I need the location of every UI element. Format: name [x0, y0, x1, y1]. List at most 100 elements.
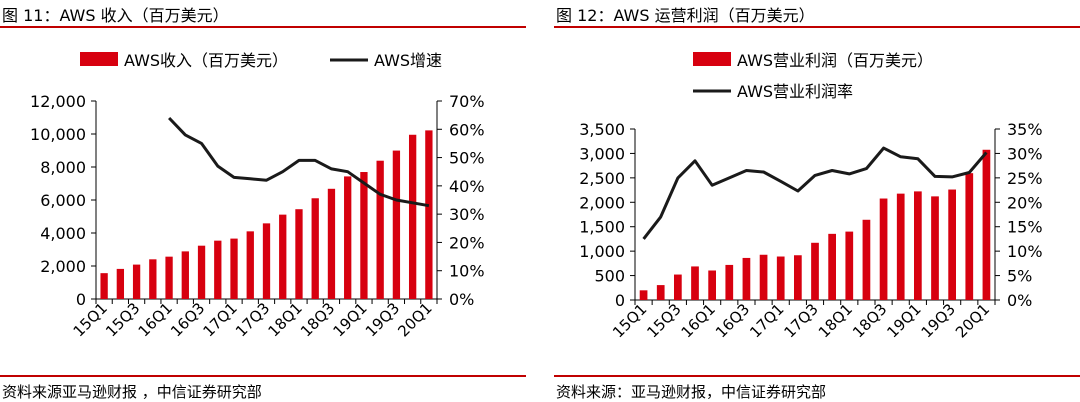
x-tick-label: 19Q3	[918, 300, 959, 341]
bar	[794, 255, 802, 300]
bar	[181, 251, 189, 299]
bar	[742, 257, 751, 300]
bar	[691, 266, 699, 300]
y-tick-label: 0	[615, 291, 625, 310]
legend-swatch-bar	[693, 52, 731, 66]
bar	[982, 149, 991, 300]
bar	[708, 270, 716, 300]
bar	[914, 191, 922, 300]
bar	[896, 193, 905, 300]
revenue-chart: 0 2,000 4,000 6,000 8,000 10,000 12,000 0% 10% 20…	[30, 51, 485, 340]
x-tick-label: 15Q3	[102, 299, 143, 340]
y2-tick-label: 30%	[449, 205, 485, 224]
source-rule	[0, 375, 526, 377]
x-tick-label: 17Q1	[746, 300, 787, 341]
figure-source: 资料来源亚马逊财报 ，中信证券研究部	[2, 383, 262, 401]
x-tick-label: 19Q3	[362, 299, 403, 340]
bar	[862, 219, 871, 300]
bar	[149, 259, 157, 299]
y-tick-label: 2,000	[40, 257, 86, 276]
source-rule	[554, 375, 1080, 377]
bar	[246, 231, 254, 299]
bar	[425, 130, 433, 299]
x-tick-label: 16Q1	[678, 300, 719, 341]
bar	[214, 240, 222, 299]
y2-tick-label: 25%	[1007, 169, 1043, 188]
figure-aws-operating-income: 图 12：AWS 运营利润（百万美元） 0 500 1,000 1,500 2,000 2…	[554, 0, 1080, 401]
y2-tick-label: 10%	[449, 262, 485, 281]
series-line	[642, 146, 988, 240]
y2-tick-label: 20%	[1007, 193, 1043, 212]
y-tick-label: 1,500	[579, 218, 625, 237]
y-tick-label: 3,000	[579, 144, 625, 163]
y-tick-label: 3,500	[579, 120, 625, 139]
bar	[360, 172, 368, 299]
y2-tick-label: 10%	[1007, 242, 1043, 261]
bar	[311, 198, 319, 299]
bar	[776, 256, 785, 300]
figure-source: 资料来源：亚马逊财报，中信证券研究部	[556, 383, 827, 401]
bar	[656, 285, 665, 300]
figure-title: 图 12：AWS 运营利润（百万美元）	[556, 6, 815, 25]
bar	[132, 264, 141, 299]
x-tick-label: 17Q1	[200, 299, 241, 340]
y-tick-label: 2,500	[579, 169, 625, 188]
bar	[931, 196, 939, 300]
legend-label: AWS收入（百万美元）	[124, 51, 288, 70]
bar	[828, 233, 836, 300]
y2-tick-label: 15%	[1007, 218, 1043, 237]
y2-tick-label: 0%	[449, 290, 474, 309]
bar	[392, 150, 401, 299]
x-tick-label: 18Q1	[815, 300, 856, 341]
series-line	[168, 116, 430, 208]
operating-income-chart: 0 500 1,000 1,500 2,000 2,500 3,000 3,500 0% 5% 10…	[579, 51, 1043, 341]
x-tick-label: 17Q3	[781, 300, 822, 341]
x-tick-label: 19Q1	[883, 300, 924, 341]
x-tick-label: 18Q1	[264, 299, 305, 340]
bar	[165, 256, 173, 299]
y2-tick-label: 20%	[449, 233, 485, 252]
x-tick-label: 18Q3	[297, 299, 338, 340]
bar	[948, 189, 956, 300]
bar	[725, 264, 734, 300]
y2-tick-label: 35%	[1007, 120, 1043, 139]
bar	[376, 160, 384, 299]
y2-tick-label: 60%	[449, 120, 485, 139]
y-tick-label: 500	[594, 267, 625, 286]
bar	[197, 245, 206, 299]
legend-swatch-bar	[80, 52, 118, 66]
x-tick-label: 15Q3	[643, 300, 684, 341]
y-tick-label: 1,000	[579, 242, 625, 261]
y-tick-label: 0	[76, 290, 86, 309]
bar	[262, 223, 271, 299]
y2-tick-label: 30%	[1007, 144, 1043, 163]
bar	[327, 188, 336, 299]
x-tick-label: 19Q1	[329, 299, 370, 340]
bar	[965, 173, 974, 300]
x-tick-label: 16Q3	[167, 299, 208, 340]
bar	[639, 290, 648, 300]
figure-aws-revenue: 图 11：AWS 收入（百万美元） 0 2,000 4,000 6,000 8,000 1…	[0, 0, 526, 401]
bar	[759, 254, 768, 300]
bar	[230, 238, 238, 299]
y-tick-label: 2,000	[579, 193, 625, 212]
legend-label: AWS营业利润率	[737, 82, 853, 101]
x-tick-label: 20Q1	[394, 299, 435, 340]
y-tick-label: 4,000	[40, 224, 86, 243]
y-tick-label: 6,000	[40, 191, 86, 210]
x-tick-label: 16Q3	[712, 300, 753, 341]
y2-tick-label: 0%	[1007, 291, 1032, 310]
y-tick-label: 8,000	[40, 158, 86, 177]
title-rule	[0, 26, 526, 28]
y2-tick-label: 40%	[449, 177, 485, 196]
y-tick-label: 10,000	[30, 125, 86, 144]
legend-label: AWS营业利润（百万美元）	[737, 51, 933, 70]
bar	[845, 231, 854, 300]
bar	[116, 268, 125, 299]
bar	[100, 273, 108, 299]
bar	[344, 176, 352, 299]
title-rule	[554, 26, 1080, 28]
y2-tick-label: 70%	[449, 92, 485, 111]
x-tick-label: 18Q3	[849, 300, 890, 341]
bar	[674, 274, 682, 300]
